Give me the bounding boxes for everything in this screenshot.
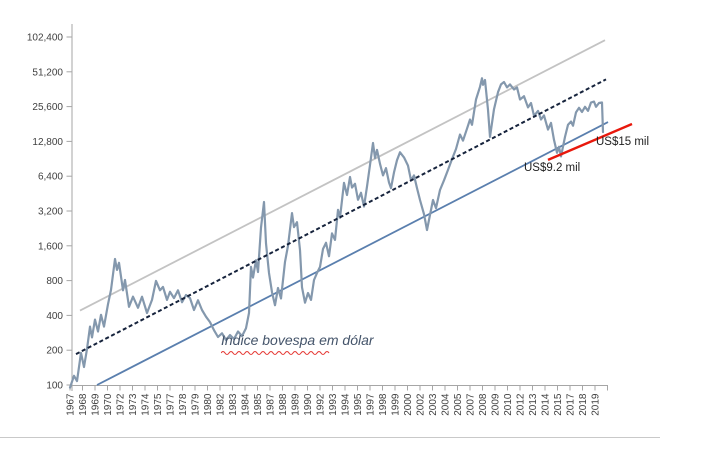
x-axis-labels: 1967 1968 1969 1970 1972 1973 1974 1975 1977 1978… [66, 393, 602, 416]
series-label: Indice bovespa em dólar [221, 332, 374, 348]
x-tick-label: 1983 [228, 393, 239, 416]
x-tick-label: 2009 [491, 393, 502, 416]
x-tick-label: 1988 [278, 393, 289, 416]
x-tick-label: 1970 [103, 393, 114, 416]
x-tick-label: 1990 [303, 393, 314, 416]
x-tick-label: 2012 [516, 393, 527, 416]
x-tick-label: 1992 [316, 393, 327, 416]
x-tick-label: 1998 [378, 393, 389, 416]
y-tick-label: 100 [46, 381, 63, 392]
x-tick-label: 1993 [328, 393, 339, 416]
x-tick-label: 2018 [578, 393, 589, 416]
x-tick-label: 1972 [116, 393, 127, 416]
x-tick-label: 1973 [128, 393, 139, 416]
y-tick-label: 6,400 [38, 172, 63, 183]
x-tick-label: 2004 [441, 393, 452, 416]
document-horizontal-rule [0, 437, 660, 438]
x-tick-label: 2010 [503, 393, 514, 416]
y-tick-label: 12,800 [32, 137, 63, 148]
annotation-us92-mil: US$9.2 mil [524, 162, 581, 174]
x-tick-label: 1994 [341, 393, 352, 416]
bovespa-usd-index-line [68, 77, 605, 389]
y-tick-label: 3,200 [38, 207, 63, 218]
y-tick-label: 200 [46, 346, 63, 357]
x-tick-label: 2019 [591, 393, 602, 416]
x-tick-label: 1969 [91, 393, 102, 416]
x-tick-label: 1997 [366, 393, 377, 416]
x-tick-label: 1989 [291, 393, 302, 416]
y-axis-labels: 100 200 400 800 1,600 3,200 6,400 12,800 25,600 5… [27, 33, 64, 392]
support-red-line [547, 122, 633, 162]
x-tick-label: 1982 [216, 393, 227, 416]
spellcheck-squiggle-icon [221, 350, 330, 356]
annotation-us15-mil: US$15 mil [596, 136, 650, 148]
x-tick-label: 1978 [178, 393, 189, 416]
x-tick-label: 1975 [153, 393, 164, 416]
x-tick-label: 1979 [191, 393, 202, 416]
x-tick-label: 1968 [78, 393, 89, 416]
x-tick-label: 2000 [403, 393, 414, 416]
y-tick-label: 800 [46, 276, 63, 287]
regression-dashed-line [75, 78, 607, 355]
lower-channel-line [96, 121, 609, 386]
x-tick-label: 2002 [416, 393, 427, 416]
x-tick-label: 1995 [353, 393, 364, 416]
x-tick-label: 1980 [203, 393, 214, 416]
x-tick-label: 2008 [478, 393, 489, 416]
x-tick-label: 1985 [253, 393, 264, 416]
x-tick-label: 2003 [428, 393, 439, 416]
y-tick-label: 102,400 [27, 33, 64, 44]
upper-channel-line [79, 39, 606, 312]
x-tick-label: 2017 [566, 393, 577, 416]
x-tick-label: 1974 [141, 393, 152, 416]
x-tick-label: 2007 [466, 393, 477, 416]
y-axis-ticks [66, 36, 72, 386]
x-tick-label: 1967 [66, 393, 77, 416]
y-tick-label: 51,200 [32, 67, 63, 78]
y-tick-label: 400 [46, 311, 63, 322]
x-tick-label: 1999 [391, 393, 402, 416]
y-tick-label: 25,600 [32, 102, 63, 113]
x-tick-label: 1977 [166, 393, 177, 416]
x-tick-label: 2005 [453, 393, 464, 416]
x-tick-label: 2014 [541, 393, 552, 416]
x-tick-label: 2015 [553, 393, 564, 416]
x-tick-label: 2013 [528, 393, 539, 416]
x-tick-label: 1987 [266, 393, 277, 416]
y-tick-label: 1,600 [38, 241, 63, 252]
x-tick-label: 1984 [241, 393, 252, 416]
x-axis-ticks [69, 385, 608, 391]
axes [71, 24, 608, 391]
